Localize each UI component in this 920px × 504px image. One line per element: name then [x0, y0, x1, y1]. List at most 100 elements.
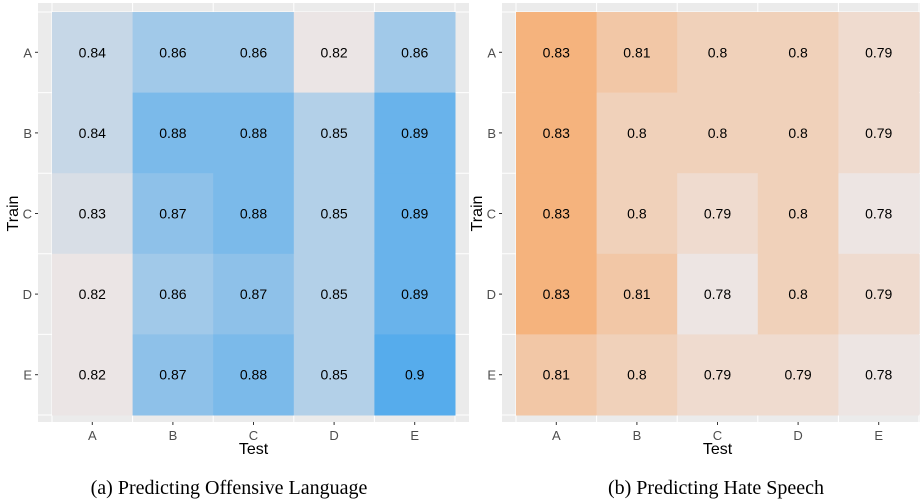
heatmap-cell [838, 173, 920, 255]
x-tick-label: D [793, 428, 802, 443]
cell-value-label: 0.84 [79, 44, 106, 60]
heatmap-cell [293, 173, 375, 255]
cell-value-label: 0.88 [159, 125, 186, 141]
heatmap-cell [516, 173, 598, 255]
figure-caption: (b) Predicting Hate Speech [608, 477, 824, 499]
cell-value-label: 0.78 [865, 367, 892, 383]
heatmap-offensive-language: 0.84 0.86 0.86 0.82 0.86 0.84 0.88 0.88 0.85 0.89… [5, 3, 469, 499]
heatmap-cell [132, 12, 214, 94]
y-axis-title: Train [5, 196, 22, 232]
heatmap-cell [52, 12, 134, 94]
heatmap-cell [52, 334, 134, 416]
cell-value-label: 0.83 [543, 44, 570, 60]
heatmap-cell [293, 334, 375, 416]
x-axis-title: Test [703, 441, 733, 458]
cell-value-label: 0.87 [159, 367, 186, 383]
cell-value-label: 0.79 [865, 286, 892, 302]
cell-value-label: 0.89 [401, 286, 428, 302]
cell-value-label: 0.85 [320, 286, 347, 302]
heatmap-cell [596, 173, 678, 255]
heatmap-cell [677, 253, 759, 335]
x-tick-label: E [410, 428, 419, 443]
cell-value-label: 0.88 [240, 367, 267, 383]
heatmap-cell [293, 253, 375, 335]
heatmap-cell [132, 253, 214, 335]
y-tick-label: C [487, 207, 496, 222]
y-tick-label: B [487, 126, 496, 141]
heatmap-cell [757, 334, 839, 416]
heatmap-cell [213, 253, 295, 335]
y-tick-label: C [23, 207, 32, 222]
cell-value-label: 0.83 [79, 206, 106, 222]
x-tick-label: A [552, 428, 561, 443]
cell-value-label: 0.81 [623, 44, 650, 60]
cell-value-label: 0.79 [704, 206, 731, 222]
heatmap-cell [213, 173, 295, 255]
heatmap-cell [516, 92, 598, 174]
heatmap-cell [516, 253, 598, 335]
heatmap-cell [374, 173, 456, 255]
heatmap-cell [838, 253, 920, 335]
y-axis-title: Train [469, 196, 486, 232]
cell-value-label: 0.78 [704, 286, 731, 302]
heatmap-cell [757, 253, 839, 335]
cell-value-label: 0.8 [708, 125, 728, 141]
heatmap-cell [52, 92, 134, 174]
cell-value-label: 0.86 [240, 44, 267, 60]
cell-value-label: 0.85 [320, 206, 347, 222]
heatmap-cell [596, 334, 678, 416]
cell-value-label: 0.87 [159, 206, 186, 222]
cell-value-label: 0.8 [788, 286, 808, 302]
cell-value-label: 0.81 [543, 367, 570, 383]
heatmap-cell [213, 12, 295, 94]
cell-value-label: 0.83 [543, 286, 570, 302]
heatmap-cell [52, 253, 134, 335]
heatmap-cell [374, 92, 456, 174]
heatmap-cell [374, 334, 456, 416]
y-tick-label: E [23, 368, 32, 383]
cell-value-label: 0.83 [543, 206, 570, 222]
y-tick-label: E [487, 368, 496, 383]
heatmap-cell [52, 173, 134, 255]
cell-value-label: 0.8 [627, 125, 647, 141]
x-tick-label: B [633, 428, 642, 443]
cell-value-label: 0.86 [159, 44, 186, 60]
y-tick-label: B [23, 126, 32, 141]
cell-value-label: 0.86 [159, 286, 186, 302]
heatmap-cell [596, 92, 678, 174]
heatmap-cell [293, 92, 375, 174]
cell-value-label: 0.8 [788, 125, 808, 141]
cell-value-label: 0.88 [240, 206, 267, 222]
x-tick-label: E [874, 428, 883, 443]
cell-value-label: 0.83 [543, 125, 570, 141]
heatmap-cell [374, 253, 456, 335]
heatmap-cell [293, 12, 375, 94]
cell-value-label: 0.8 [788, 206, 808, 222]
cell-value-label: 0.82 [79, 367, 106, 383]
cell-value-label: 0.88 [240, 125, 267, 141]
heatmap-cell [838, 334, 920, 416]
heatmap-cell [213, 334, 295, 416]
heatmap-cell [213, 92, 295, 174]
heatmap-cell [374, 12, 456, 94]
cell-value-label: 0.86 [401, 44, 428, 60]
cell-value-label: 0.9 [405, 367, 425, 383]
cell-value-label: 0.85 [320, 367, 347, 383]
cell-value-label: 0.89 [401, 125, 428, 141]
x-tick-label: B [169, 428, 178, 443]
x-tick-label: D [329, 428, 338, 443]
heatmap-cell [596, 253, 678, 335]
cell-value-label: 0.84 [79, 125, 106, 141]
cell-value-label: 0.81 [623, 286, 650, 302]
heatmap-cell [757, 173, 839, 255]
heatmap-cell [757, 12, 839, 94]
heatmap-hate-speech: 0.83 0.81 0.8 0.8 0.79 0.83 0.8 0.8 0.8 0.79 0.83 0… [469, 3, 920, 499]
heatmap-cell [132, 92, 214, 174]
x-axis-title: Test [239, 441, 269, 458]
cell-value-label: 0.8 [788, 44, 808, 60]
cell-value-label: 0.79 [704, 367, 731, 383]
cell-value-label: 0.79 [865, 44, 892, 60]
heatmap-cell [677, 12, 759, 94]
cell-value-label: 0.8 [627, 206, 647, 222]
